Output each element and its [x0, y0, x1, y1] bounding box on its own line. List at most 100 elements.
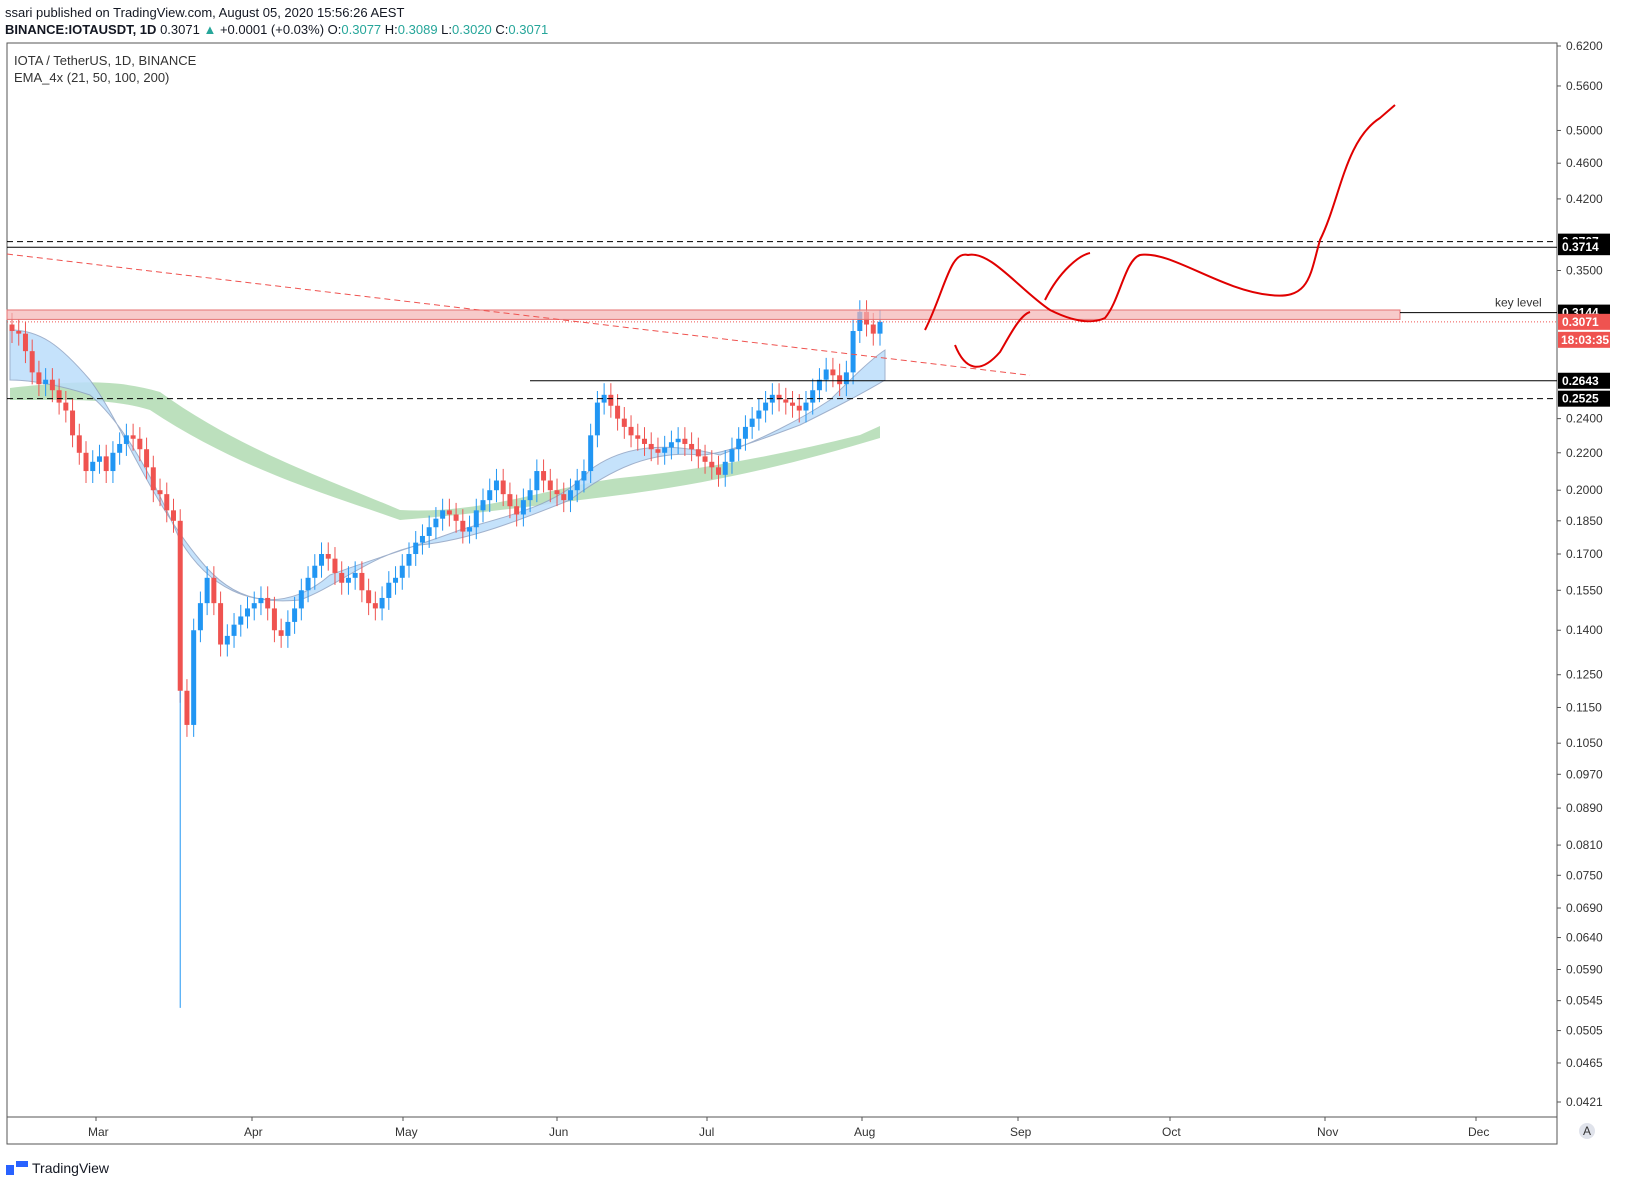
high-label: H: [384, 22, 398, 37]
y-tick-label: 0.1850 [1566, 514, 1603, 528]
candle-body [433, 518, 439, 528]
candle-body [588, 435, 594, 472]
candle-body [177, 520, 183, 691]
candle-body [406, 554, 412, 566]
candle-body [534, 471, 540, 491]
legend-indicator: EMA_4x (21, 50, 100, 200) [14, 70, 170, 85]
y-tick-label: 0.0640 [1566, 931, 1603, 945]
candle-body [729, 449, 735, 462]
candle-body [83, 452, 89, 472]
ema-100-200-band [10, 382, 880, 520]
countdown-tag: 18:03:35 [1561, 333, 1609, 347]
candle-body [386, 582, 392, 598]
candle-body [507, 494, 513, 507]
candle-body [319, 554, 325, 566]
y-tick-label: 0.5000 [1566, 123, 1603, 137]
y-tick-label: 0.1550 [1566, 583, 1603, 597]
candle-body [527, 490, 533, 501]
candle-body [164, 494, 170, 511]
candle-body [790, 402, 796, 406]
candle-body [144, 449, 150, 468]
candle-body [36, 372, 42, 385]
y-tick-label: 0.0750 [1566, 868, 1603, 882]
price-tags: 0.37670.37140.31440.26430.25250.307118:0… [1558, 233, 1610, 407]
candle-body [541, 471, 547, 481]
candle-body [345, 577, 351, 583]
candle-body [117, 443, 123, 453]
candle-body [554, 490, 560, 495]
candle-body [796, 405, 802, 411]
candle-body [9, 324, 15, 332]
candle-body [96, 456, 102, 462]
change-arrow-icon: ▲ [203, 22, 217, 37]
candle-body [662, 447, 668, 453]
candle-body [776, 394, 782, 400]
candle-body [870, 324, 876, 334]
candle-body [668, 442, 674, 448]
candle-body [224, 635, 230, 645]
y-tick-label: 0.0465 [1566, 1056, 1603, 1070]
candle-body [305, 577, 311, 591]
open-value: 0.3077 [341, 22, 382, 37]
projection-path-branch [1044, 252, 1091, 301]
y-tick-label: 0.2400 [1566, 412, 1603, 426]
publish-info: ssari published on TradingView.com, Augu… [5, 5, 405, 20]
candle-body [460, 520, 466, 532]
candle-body [184, 690, 190, 725]
candle-body [393, 577, 399, 583]
x-tick-label: Dec [1468, 1125, 1489, 1139]
candle-body [419, 535, 425, 543]
candle-body [204, 577, 210, 604]
y-tick-label: 0.1250 [1566, 668, 1603, 682]
auto-scale-button [1579, 1123, 1595, 1139]
projection-path-dip [954, 311, 1031, 368]
projection-path-main [924, 104, 1396, 331]
symbol-label: BINANCE:IOTAUSDT, 1D [5, 22, 157, 37]
price-axis: 0.6200 0.5600 0.5000 0.4600 0.4200 0.3500 0.24… [1557, 39, 1603, 1109]
time-axis: Mar Apr May Jun Jul Aug Sep Oct Nov Dec [88, 1117, 1489, 1139]
candle-body [615, 405, 621, 419]
key-level-label: key level [1495, 296, 1542, 310]
candle-body [628, 426, 634, 436]
candle-body [742, 426, 748, 439]
x-tick-label: Mar [88, 1125, 109, 1139]
y-tick-label: 0.6200 [1566, 39, 1603, 53]
chart-header: ssari published on TradingView.com, Augu… [5, 4, 548, 38]
candle-body [399, 565, 405, 578]
candle-body [500, 480, 506, 495]
candle-body [830, 369, 836, 376]
candle-body [514, 506, 520, 515]
candle-body [366, 590, 372, 604]
ema-bands [9, 329, 886, 602]
candle-body [76, 435, 82, 453]
y-tick-label: 0.0690 [1566, 901, 1603, 915]
y-tick-label: 0.0970 [1566, 767, 1603, 781]
candle-body [487, 490, 493, 501]
candle-body [413, 542, 419, 555]
candle-body [245, 608, 251, 617]
candle-body [655, 449, 661, 453]
low-label: L: [441, 22, 453, 37]
y-tick-label: 0.5600 [1566, 79, 1603, 93]
open-label: O: [327, 22, 342, 37]
candle-body [695, 449, 701, 457]
candle-body [298, 590, 304, 609]
candle-body [648, 443, 654, 450]
level-tag: 0.3714 [1562, 240, 1599, 254]
candle-body [22, 333, 28, 352]
candle-body [736, 438, 742, 450]
candle-body [816, 379, 822, 391]
chart-legend: IOTA / TetherUS, 1D, BINANCE EMA_4x (21,… [14, 52, 196, 86]
candle-body [716, 467, 722, 475]
tradingview-logo: TradingView [6, 1160, 109, 1176]
candle-body [601, 394, 607, 403]
price-change: +0.0001 (+0.03%) [219, 22, 325, 37]
candle-body [170, 510, 176, 521]
y-tick-label: 0.2000 [1566, 483, 1603, 497]
candle-body [218, 603, 224, 645]
candle-body [352, 572, 358, 578]
candle-body [810, 390, 816, 403]
last-price: 0.3071 [160, 22, 200, 37]
y-tick-label: 0.2200 [1566, 446, 1603, 460]
